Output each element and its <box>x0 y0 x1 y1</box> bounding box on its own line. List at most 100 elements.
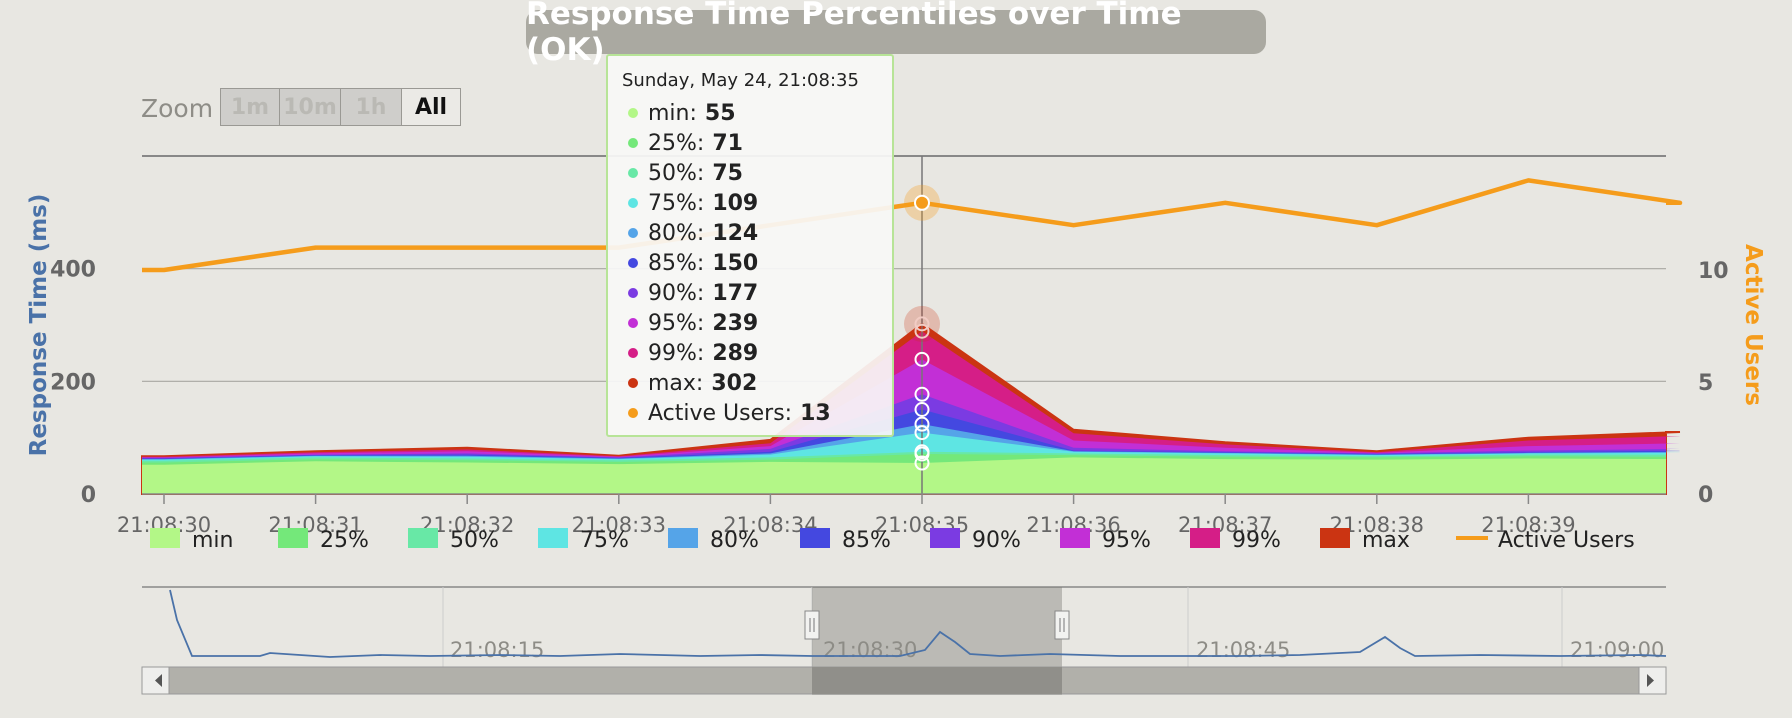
legend-label: 75% <box>580 528 629 553</box>
legend-swatch-25pct[interactable] <box>278 528 308 548</box>
zoom-label: Zoom <box>141 94 214 123</box>
tooltip-value: 13 <box>800 400 831 426</box>
tooltip-dot-icon <box>628 348 638 358</box>
tooltip-row: 90%: 177 <box>622 278 892 308</box>
tooltip-row: Active Users: 13 <box>622 398 892 428</box>
tooltip-value: 177 <box>712 280 759 306</box>
tooltip-dot-icon <box>628 228 638 238</box>
tooltip-label: 90%: <box>648 280 705 306</box>
legend-swatch-99pct[interactable] <box>1190 528 1220 548</box>
tooltip-row: 99%: 289 <box>622 338 892 368</box>
legend-swatch-75pct[interactable] <box>538 528 568 548</box>
y-axis-title: Response Time (ms) <box>26 194 52 457</box>
navigator-label: 21:09:00 <box>1570 638 1664 662</box>
legend-label: Active Users <box>1498 528 1635 553</box>
tooltip-row: min: 55 <box>622 98 892 128</box>
legend-label: 85% <box>842 528 891 553</box>
legend-label: 50% <box>450 528 499 553</box>
tooltip-value: 302 <box>711 370 758 396</box>
y2-tick-label: 10 <box>1698 259 1729 284</box>
tooltip-value: 71 <box>712 130 743 156</box>
chart-title: Response Time Percentiles over Time (OK) <box>526 0 1266 68</box>
x-tick-label: 21:08:39 <box>1481 513 1575 537</box>
y-tick-label: 200 <box>50 370 96 395</box>
legend-swatch-95pct[interactable] <box>1060 528 1090 548</box>
tooltip-value: 124 <box>712 220 759 246</box>
navigator-handle[interactable] <box>804 610 820 640</box>
tooltip-label: 85%: <box>648 250 705 276</box>
navigator-label: 21:08:30 <box>823 638 917 662</box>
tooltip-value: 109 <box>712 190 759 216</box>
tooltip-label: 95%: <box>648 310 705 336</box>
zoom-all-button[interactable]: All <box>401 88 461 126</box>
arrow-right-icon <box>1647 674 1654 687</box>
y2-axis-title: Active Users <box>1740 244 1766 406</box>
legend-label: 99% <box>1232 528 1281 553</box>
tooltip-value: 55 <box>704 100 736 126</box>
tooltip-label: Active Users: <box>648 400 793 426</box>
navigator-scrollbar-thumb[interactable] <box>812 667 1062 694</box>
navigator-label: 21:08:45 <box>1196 638 1290 662</box>
navigator-handle[interactable] <box>1054 610 1070 640</box>
tooltip-dot-icon <box>628 168 638 178</box>
point-marker-99pct <box>914 323 930 339</box>
navigator-series-line <box>169 589 1667 658</box>
tooltip-row: max: 302 <box>622 368 892 398</box>
point-marker-95pct <box>914 351 930 367</box>
legend-swatch-85pct[interactable] <box>800 528 830 548</box>
y-tick-label: 0 <box>81 483 96 508</box>
legend-swatch-80pct[interactable] <box>668 528 698 548</box>
legend-label: 90% <box>972 528 1021 553</box>
tooltip-row: 80%: 124 <box>622 218 892 248</box>
legend-swatch-90pct[interactable] <box>930 528 960 548</box>
point-marker-max <box>914 316 930 332</box>
arrow-left-icon <box>155 674 162 687</box>
tooltip-row: 25%: 71 <box>622 128 892 158</box>
tooltip-header: Sunday, May 24, 21:08:35 <box>622 70 859 91</box>
tooltip-row: 50%: 75 <box>622 158 892 188</box>
tooltip-dot-icon <box>628 288 638 298</box>
point-marker-85pct <box>914 402 930 417</box>
tooltip-rows: min: 55 25%: 71 50%: 75 75%: 109 80%: 124 85%: 150 9… <box>622 98 892 428</box>
zoom-1h-button[interactable]: 1h <box>340 88 402 126</box>
point-marker-90pct <box>914 386 930 402</box>
tooltip-dot-icon <box>628 318 638 328</box>
tooltip-label: min: <box>648 100 697 126</box>
legend-label: max <box>1362 528 1410 553</box>
tooltip-value: 289 <box>712 340 759 366</box>
zoom-10m-button[interactable]: 10m <box>279 88 341 126</box>
navigator-label: 21:08:15 <box>450 638 544 662</box>
tooltip-label: 80%: <box>648 220 705 246</box>
legend-swatch-max[interactable] <box>1320 528 1350 548</box>
legend-swatch-50pct[interactable] <box>408 528 438 548</box>
tooltip-dot-icon <box>628 198 638 208</box>
tooltip-dot-icon <box>628 258 638 268</box>
hover-halo <box>904 305 940 342</box>
tooltip-row: 75%: 109 <box>622 188 892 218</box>
x-tick-label: 21:08:33 <box>572 513 666 537</box>
tooltip-dot-icon <box>628 138 638 148</box>
tooltip-value: 239 <box>712 310 759 336</box>
tooltip-label: 99%: <box>648 340 705 366</box>
legend-label: 95% <box>1102 528 1151 553</box>
tooltip-dot-icon <box>628 378 638 388</box>
point-marker-min <box>914 455 930 471</box>
zoom-1m-button[interactable]: 1m <box>220 88 280 126</box>
y-tick-label: 400 <box>50 258 96 283</box>
tooltip-label: 25%: <box>648 130 705 156</box>
tooltip-row: 85%: 150 <box>622 248 892 278</box>
active-users-marker <box>914 194 930 211</box>
tooltip-dot-icon <box>628 108 638 118</box>
y2-tick-label: 0 <box>1698 483 1713 508</box>
tooltip-row: 95%: 239 <box>622 308 892 338</box>
legend-swatch-min[interactable] <box>150 528 180 548</box>
legend-label: 80% <box>710 528 759 553</box>
tooltip-value: 150 <box>712 250 759 276</box>
point-marker-80pct <box>914 416 930 432</box>
y2-tick-label: 5 <box>1698 371 1713 396</box>
chart-tooltip: Sunday, May 24, 21:08:35 min: 55 25%: 71 50%… <box>606 54 894 437</box>
tooltip-label: 75%: <box>648 190 705 216</box>
point-marker-75pct <box>914 425 930 441</box>
